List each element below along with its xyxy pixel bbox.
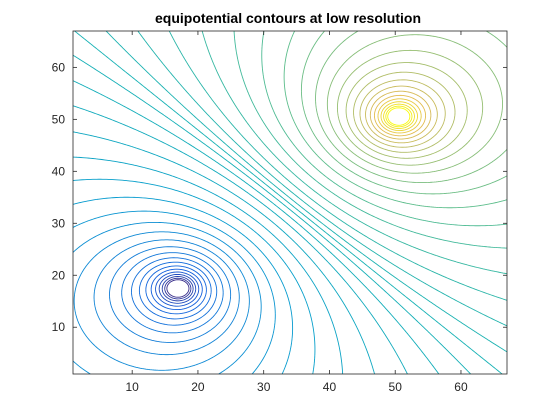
contour-line — [158, 273, 197, 304]
x-tick-label: 40 — [323, 380, 337, 394]
y-tick-label: 50 — [52, 112, 66, 126]
y-tick-label: 20 — [52, 268, 66, 282]
contour-line — [73, 54, 471, 374]
contour-line — [233, 31, 507, 249]
x-tick-label: 20 — [191, 380, 205, 394]
contour-line — [121, 252, 224, 334]
contour-line — [326, 34, 503, 174]
contour-line — [150, 268, 203, 311]
x-axis-ticks: 10 20 30 40 50 60 — [126, 31, 468, 394]
contour-line — [73, 80, 440, 374]
contour-line — [166, 279, 190, 298]
contour-line — [73, 221, 262, 374]
x-tick-label: 30 — [257, 380, 271, 394]
contour-line — [283, 31, 507, 209]
contour-line — [73, 131, 375, 374]
x-tick-label: 10 — [126, 380, 140, 394]
contour-line — [345, 62, 468, 159]
contour-line — [369, 90, 432, 140]
y-tick-label: 40 — [52, 164, 66, 178]
x-tick-label: 60 — [454, 380, 468, 394]
contour-line — [377, 98, 422, 134]
contour-line — [300, 31, 507, 195]
contour-line — [164, 277, 192, 300]
contour-lines — [73, 31, 507, 374]
contour-line — [359, 79, 446, 148]
contour-line — [383, 103, 415, 129]
axes-box — [72, 30, 508, 375]
contour-line — [155, 271, 200, 307]
contour-line — [73, 178, 316, 374]
contour-line — [73, 196, 294, 374]
contour-line — [353, 71, 456, 153]
contour-line — [365, 85, 438, 144]
x-tick-label: 50 — [389, 380, 403, 394]
contour-line — [73, 105, 408, 374]
contour-line — [315, 31, 507, 184]
contour-line — [373, 94, 427, 137]
contour-line — [385, 105, 413, 128]
y-tick-label: 30 — [52, 216, 66, 230]
contour-line — [73, 156, 344, 374]
contour-line — [261, 31, 507, 227]
contour-line — [380, 101, 418, 132]
contour-line — [109, 246, 232, 343]
contour-line — [138, 261, 212, 320]
contour-line — [336, 49, 484, 166]
contour-line — [131, 257, 218, 326]
contour-line — [145, 265, 207, 315]
zero-contour-line — [74, 31, 503, 374]
y-axis-ticks: 10 20 30 40 50 60 — [52, 60, 507, 334]
contour-line — [93, 239, 240, 356]
contour-line — [73, 231, 250, 371]
contour-line — [201, 31, 507, 275]
contour-line — [168, 31, 507, 301]
chart-title: equipotential contours at low resolution — [155, 10, 421, 26]
contour-line — [105, 31, 507, 353]
contour-line — [161, 276, 194, 302]
y-tick-label: 60 — [52, 60, 66, 74]
contour-line — [387, 107, 411, 126]
y-tick-label: 10 — [52, 320, 66, 334]
